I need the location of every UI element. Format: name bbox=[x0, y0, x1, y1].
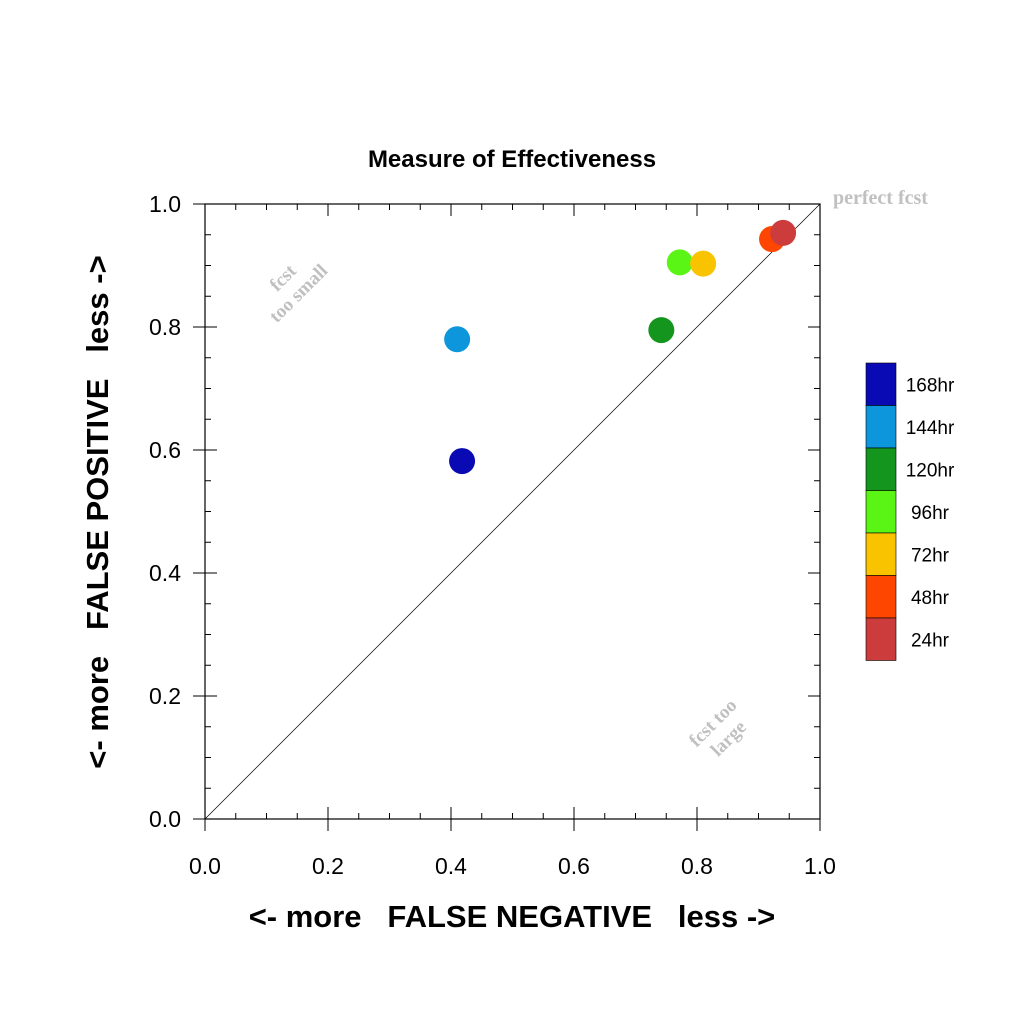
y-tick-label: 0.6 bbox=[149, 437, 181, 463]
point-96hr bbox=[666, 249, 693, 276]
point-72hr bbox=[690, 250, 717, 277]
legend-swatch-96hr bbox=[865, 490, 897, 534]
legend-swatch-24hr bbox=[865, 617, 897, 661]
legend-swatch-168hr bbox=[865, 362, 897, 406]
legend-label-96hr: 96hr bbox=[911, 503, 950, 524]
legend-swatch-120hr bbox=[865, 447, 897, 491]
point-168hr bbox=[449, 448, 476, 475]
y-tick-label: 0.2 bbox=[149, 683, 181, 709]
y-tick-label: 0.4 bbox=[149, 560, 181, 586]
legend-swatch-144hr bbox=[865, 405, 897, 449]
too-small-annotation: fcst too small bbox=[265, 260, 332, 327]
diagonal-reference-line bbox=[204, 203, 821, 820]
legend-swatch-72hr bbox=[865, 532, 897, 576]
x-axis-label: <- more FALSE NEGATIVE less -> bbox=[249, 899, 776, 934]
x-tick-label: 0.6 bbox=[558, 853, 590, 879]
x-tick-label: 1.0 bbox=[804, 853, 836, 879]
axis-ticks: 0.0 0.2 0.4 0.6 0.8 1.0 0.0 0.2 0.4 0.6 0.8 1.0 bbox=[149, 191, 836, 879]
point-120hr bbox=[648, 317, 675, 344]
x-tick-label: 0.0 bbox=[189, 853, 221, 879]
data-points bbox=[444, 219, 797, 475]
legend-label-48hr: 48hr bbox=[911, 588, 950, 609]
legend-label-168hr: 168hr bbox=[906, 375, 955, 396]
too-large-annotation: fcst too large bbox=[685, 695, 751, 761]
x-tick-label: 0.2 bbox=[312, 853, 344, 879]
legend-swatch-48hr bbox=[865, 575, 897, 619]
legend-label-24hr: 24hr bbox=[911, 630, 950, 651]
y-tick-label: 0.8 bbox=[149, 314, 181, 340]
point-24hr bbox=[770, 219, 797, 246]
legend-label-120hr: 120hr bbox=[906, 460, 955, 481]
y-axis-label: <- more FALSE POSITIVE less -> bbox=[80, 255, 115, 768]
y-tick-label: 0.0 bbox=[149, 806, 181, 832]
legend-label-144hr: 144hr bbox=[906, 418, 955, 439]
x-tick-label: 0.4 bbox=[435, 853, 467, 879]
y-tick-label: 1.0 bbox=[149, 191, 181, 217]
x-tick-label: 0.8 bbox=[681, 853, 713, 879]
chart-title: Measure of Effectiveness bbox=[368, 146, 656, 173]
point-144hr bbox=[444, 326, 471, 353]
legend-label-72hr: 72hr bbox=[911, 545, 950, 566]
perfect-forecast-annotation: perfect fcst bbox=[833, 187, 928, 209]
legend: 168hr 144hr 120hr 96hr 72hr 48hr 24hr bbox=[865, 362, 955, 661]
